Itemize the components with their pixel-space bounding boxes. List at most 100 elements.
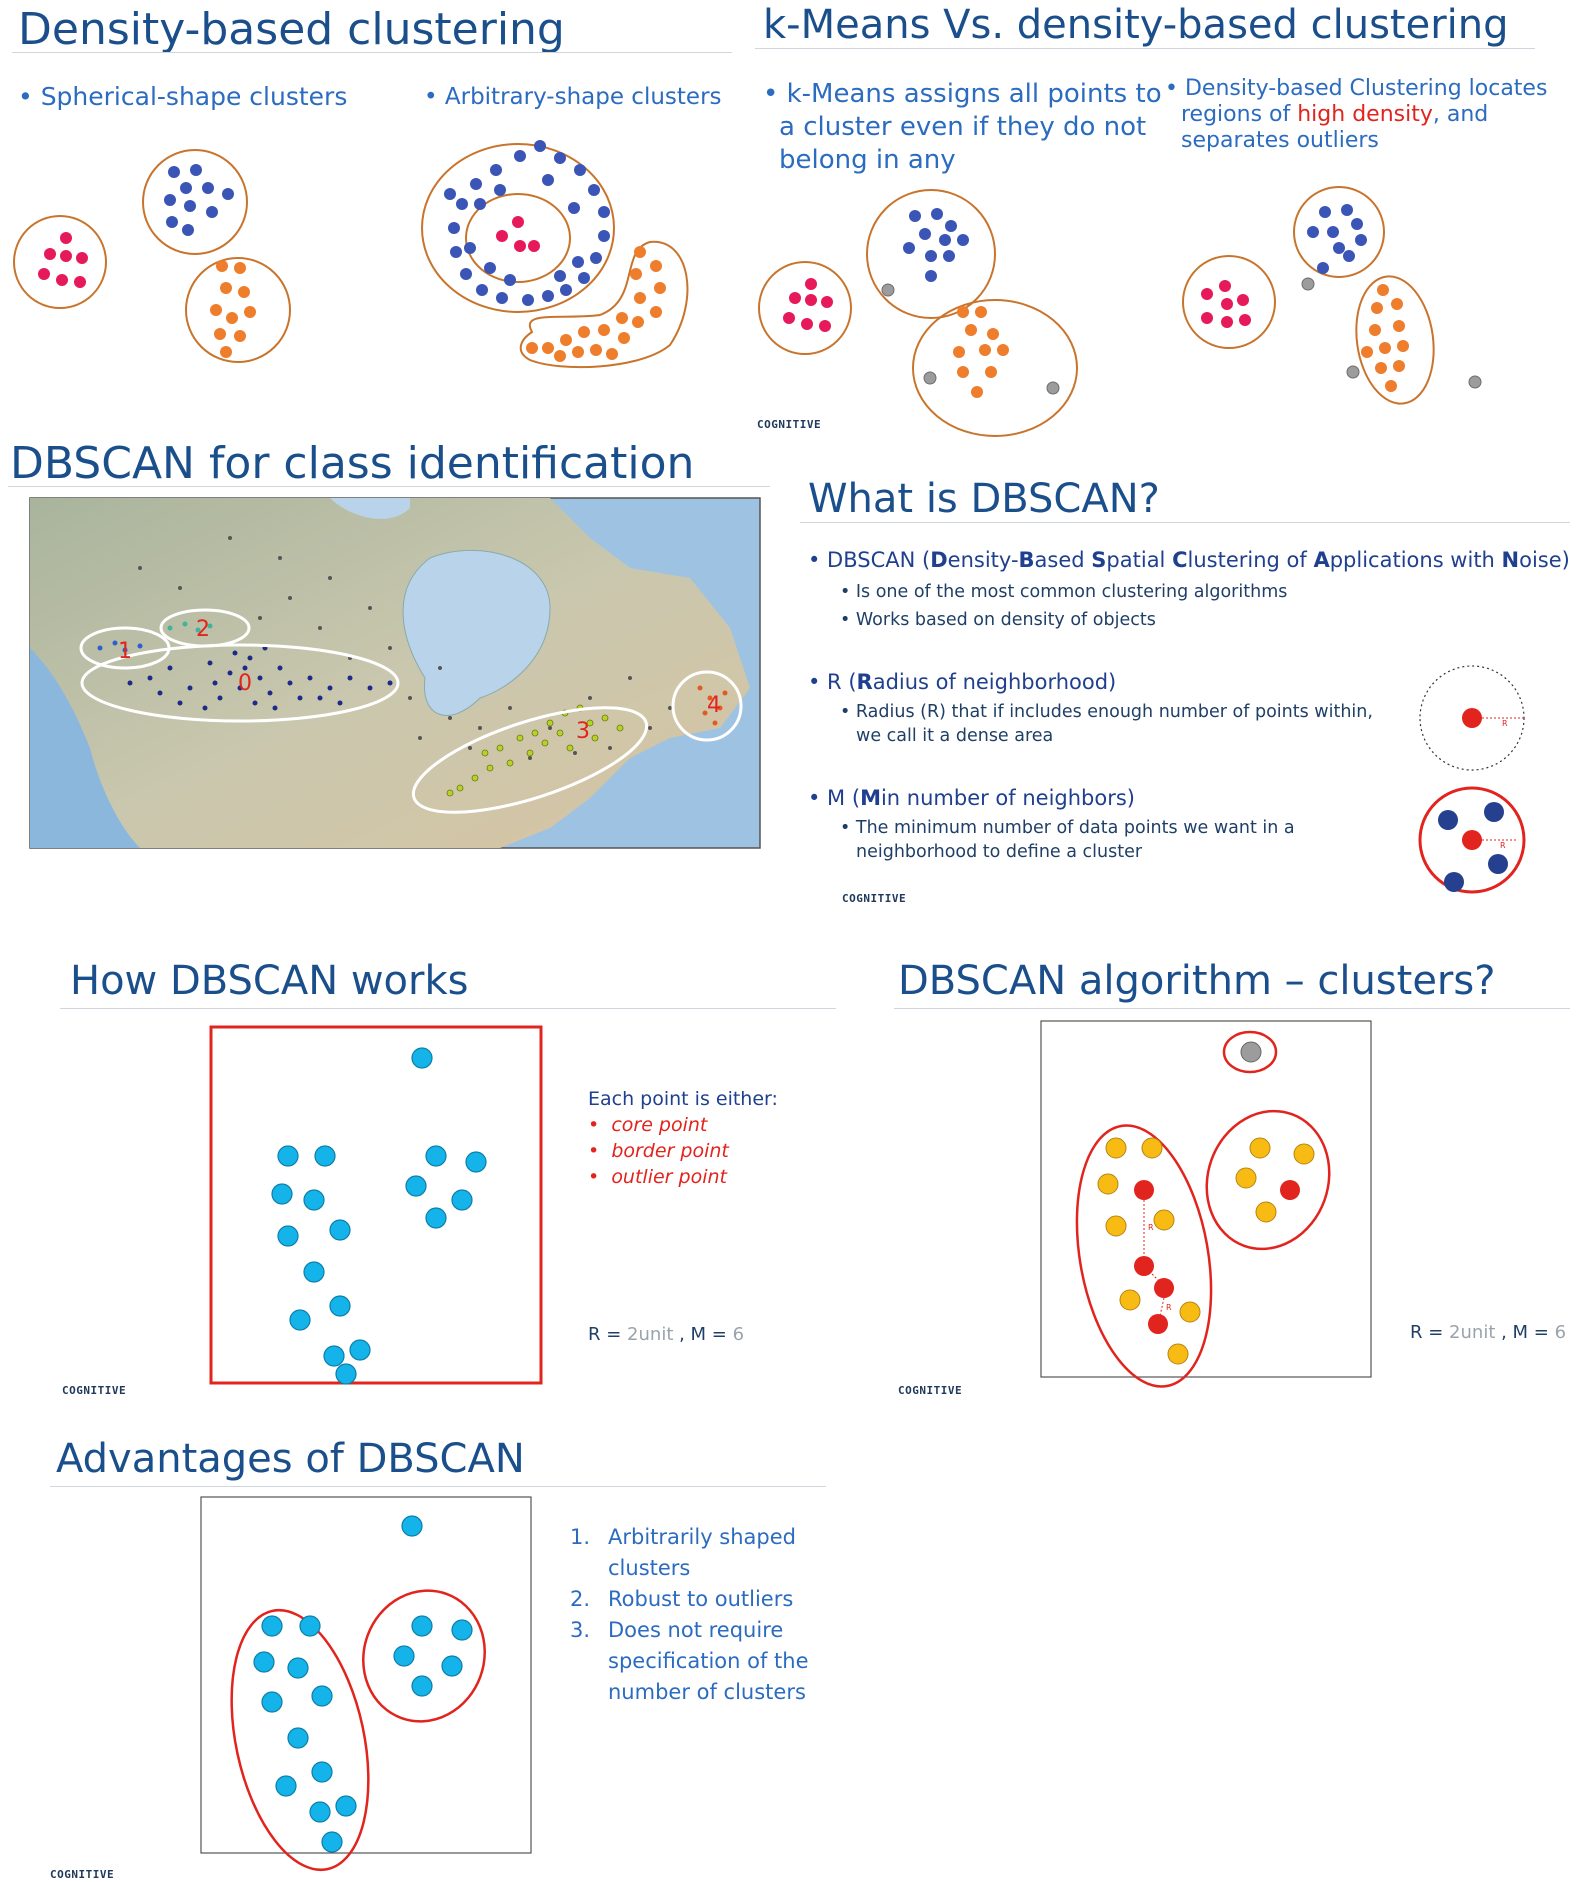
item-text: Arbitrarily shaped clusters: [608, 1522, 796, 1584]
point-types-heading: Each point is either:: [588, 1088, 778, 1110]
radius-label-2: R: [1500, 841, 1506, 850]
acronym-word-5: Applications with: [1313, 548, 1501, 572]
bullet-arbitrary: • Arbitrary-shape clusters: [424, 84, 722, 110]
item-text: Robust to outliers: [608, 1584, 793, 1615]
acronym-letter: A: [1313, 548, 1330, 572]
density-bullet: • Density-based Clustering locates regio…: [1165, 76, 1547, 154]
bullet-dot: •: [588, 1140, 600, 1162]
cognitive-logo: COGNITIVE: [62, 1384, 127, 1397]
param-m-label: , M =: [673, 1324, 733, 1345]
item-line: specification of the: [608, 1649, 809, 1673]
point-type-label: core point: [611, 1114, 708, 1136]
cluster-label-0: 0: [238, 671, 252, 696]
item-line: Does not require: [608, 1618, 784, 1642]
slide-advantages: Advantages of DBSCAN 1. Arbitrarily shape…: [40, 1430, 840, 1882]
slide-how-dbscan-works: How DBSCAN works Each point is either: •…: [40, 950, 840, 1400]
pink-points: [38, 216, 540, 288]
radius-label: R: [1166, 1303, 1172, 1312]
outlier-point: [1240, 1041, 1262, 1063]
param-m-value: 6: [1554, 1322, 1567, 1343]
acronym-word-4: Clustering of: [1172, 548, 1313, 572]
point-type-border: • border point: [588, 1140, 778, 1162]
kmeans-line-3: belong in any: [779, 145, 956, 175]
clustered-points-box: [200, 1496, 532, 1872]
radius-rest: adius of neighborhood): [872, 670, 1117, 694]
radius-label: R: [1502, 719, 1508, 728]
cognitive-logo: COGNITIVE: [757, 418, 822, 431]
slide-density-based-clustering: Density-based clustering • Spherical-sha…: [0, 0, 740, 400]
acronym-rest: ensity-: [947, 548, 1019, 572]
clusters-result-box: R R: [1040, 1020, 1372, 1388]
item-text: Does not require specification of the numb…: [608, 1615, 809, 1708]
minpts-bold: M: [860, 786, 881, 810]
dbscan-sub-2: • Works based on density of objects: [840, 610, 1156, 630]
dbscan-sub-1: • Is one of the most common clustering a…: [840, 582, 1288, 602]
param-r-value: 2unit: [1449, 1322, 1496, 1343]
radius-diagram: R: [1419, 665, 1525, 771]
cluster-label-4: 4: [707, 693, 721, 718]
cognitive-logo: COGNITIVE: [898, 1384, 963, 1397]
acronym-letter: D: [930, 548, 948, 572]
item-line: Arbitrarily shaped: [608, 1525, 797, 1549]
density-line-2-post: , and: [1432, 102, 1489, 127]
cluster-ellipses: [79, 608, 743, 814]
acronym-word-2: Based: [1019, 548, 1092, 572]
advantage-item-3: 3. Does not require specification of the nu…: [570, 1615, 809, 1708]
slide-title: Density-based clustering: [18, 4, 565, 55]
kmeans-line-2: a cluster even if they do not: [779, 112, 1147, 142]
radius-sub-1: • Radius (R) that if includes enough num…: [840, 702, 1373, 722]
param-m-value: 6: [732, 1324, 745, 1345]
minpts-bullet: • M (Min number of neighbors): [808, 786, 1135, 810]
cyan-points: [271, 1047, 487, 1385]
cluster-label-1: 1: [118, 639, 132, 664]
acronym-rest: oise): [1519, 548, 1570, 572]
item-line: clusters: [608, 1556, 691, 1580]
advantage-item-1: 1. Arbitrarily shaped clusters: [570, 1522, 809, 1584]
blue-points: [164, 140, 610, 306]
core-points: [1134, 1180, 1300, 1334]
slide-what-is-dbscan: What is DBSCAN? • DBSCAN (Density-Based …: [790, 440, 1581, 910]
title-rule: [755, 48, 1535, 49]
advantage-item-2: 2. Robust to outliers: [570, 1584, 809, 1615]
radius-bold: R: [856, 670, 873, 694]
border-points: [1097, 1137, 1315, 1365]
radius-pre: • R (: [808, 670, 857, 694]
slide-kmeans-vs-density: k-Means Vs. density-based clustering • k…: [745, 0, 1581, 437]
item-number: 3.: [570, 1618, 591, 1642]
cluster-label-3: 3: [576, 719, 590, 744]
slide-title: DBSCAN algorithm – clusters?: [898, 958, 1496, 1004]
density-line-2-pre: regions of: [1181, 102, 1298, 127]
slide-title: k-Means Vs. density-based clustering: [763, 2, 1509, 48]
acronym-word-6: Noise): [1502, 548, 1570, 572]
title-rule: [8, 486, 770, 487]
slide-class-identification: DBSCAN for class identification: [0, 430, 780, 860]
title-rule: [60, 1008, 836, 1009]
radius-bullet: • R (Radius of neighborhood): [808, 670, 1116, 694]
acronym-letter: N: [1501, 548, 1520, 572]
acronym-letter: B: [1018, 548, 1035, 572]
advantages-list: 1. Arbitrarily shaped clusters 2. Robust to…: [570, 1522, 809, 1708]
cognitive-logo: COGNITIVE: [50, 1868, 115, 1881]
radius-label: R: [1148, 1223, 1154, 1232]
spherical-clusters: [13, 143, 689, 369]
clusters-figure: [13, 140, 689, 369]
item-number: 1.: [570, 1525, 591, 1549]
acronym-rest: patial: [1106, 548, 1173, 572]
param-r-value: 2unit: [627, 1324, 674, 1345]
point-type-core: • core point: [588, 1114, 778, 1136]
radius-sub-2: we call it a dense area: [856, 726, 1054, 746]
cluster-outlines: [230, 1589, 486, 1872]
dbscan-bullet: • DBSCAN (Density-Based Spatial Clusteri…: [808, 548, 1570, 572]
kmeans-vs-density-figure: [758, 186, 1482, 437]
minpts-rest: in number of neighbors): [880, 786, 1135, 810]
high-density-text: high density: [1297, 102, 1433, 127]
slide-title: Advantages of DBSCAN: [56, 1436, 525, 1482]
orange-points: [210, 246, 666, 362]
minpts-pre: • M (: [808, 786, 861, 810]
kmeans-line-1: • k-Means assigns all points to: [763, 79, 1162, 109]
cluster-label-group: 1 2 0 3 4: [118, 617, 721, 744]
params: R = 2unit , M = 6: [1410, 1322, 1566, 1343]
kmeans-bullet: • k-Means assigns all points to a cluste…: [763, 78, 1162, 177]
points-scatter-box: [209, 1025, 543, 1385]
minpts-sub-1: • The minimum number of data points we w…: [840, 818, 1295, 838]
